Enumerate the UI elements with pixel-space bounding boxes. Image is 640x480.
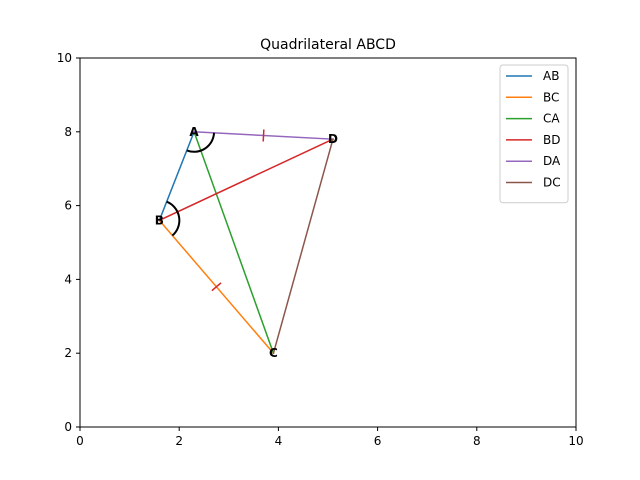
legend-label-bd: BD — [543, 133, 560, 147]
legend-box — [499, 64, 569, 204]
angle-arc-b — [166, 200, 181, 237]
legend-label-dc: DC — [543, 176, 561, 190]
x-tick-label: 2 — [175, 434, 183, 448]
x-tick-label: 10 — [568, 434, 583, 448]
legend-label-ca: CA — [543, 112, 560, 126]
series-line-ca — [193, 130, 275, 355]
vertex-label-c: C — [269, 346, 278, 360]
x-tick-label: 0 — [76, 434, 84, 448]
x-tick-label: 8 — [473, 434, 481, 448]
series-line-ab — [158, 130, 196, 222]
series-line-dc — [272, 138, 334, 355]
vertex-label-b: B — [155, 213, 164, 227]
x-tick-label: 6 — [374, 434, 382, 448]
legend-label-bc: BC — [543, 90, 559, 104]
chart-title: Quadrilateral ABCD — [260, 37, 396, 53]
legend-label-ab: AB — [543, 69, 559, 83]
y-tick-label: 6 — [64, 199, 72, 213]
y-tick-label: 4 — [64, 272, 72, 286]
equal-tick-mark-da — [262, 129, 265, 142]
vertex-label-a: A — [189, 125, 199, 139]
y-tick-label: 10 — [57, 51, 72, 65]
y-tick-label: 2 — [64, 346, 72, 360]
equal-tick-mark-bc — [211, 282, 222, 292]
angle-arc-a — [186, 132, 216, 153]
y-tick-label: 0 — [64, 420, 72, 434]
x-tick-label: 4 — [275, 434, 283, 448]
y-tick-label: 8 — [64, 125, 72, 139]
legend-label-da: DA — [543, 154, 561, 168]
vertex-label-d: D — [328, 132, 338, 146]
axes-frame — [79, 57, 577, 428]
series-line-bd — [158, 138, 334, 222]
